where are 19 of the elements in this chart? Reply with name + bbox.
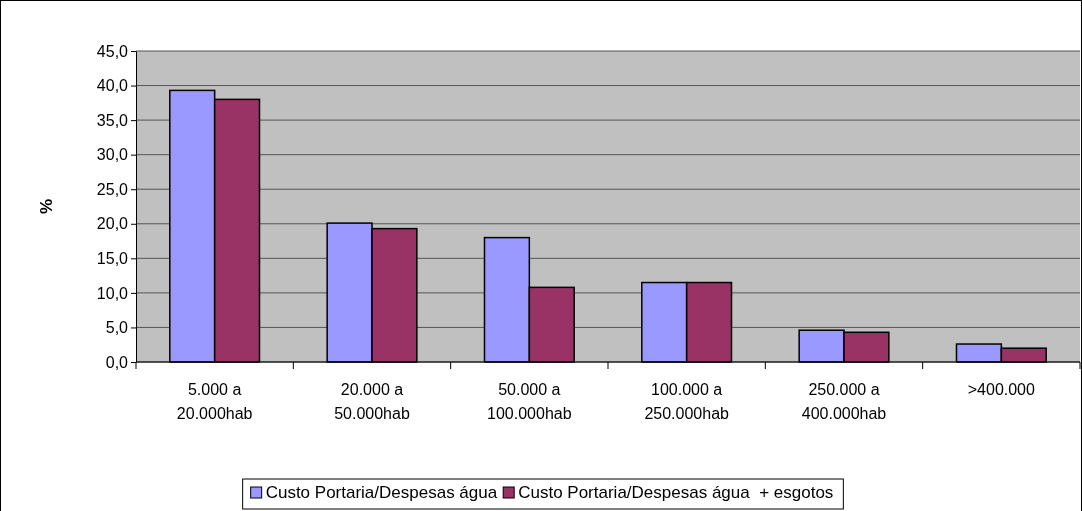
y-tick-label: 10,0 [96,284,129,302]
y-tick-label: 25,0 [96,180,129,198]
y-tick-label: 40,0 [96,77,129,95]
legend-label: Custo Portaria/Despesas água + esgotos [518,483,834,502]
x-tick-label: 50.000 a 100.000hab [487,381,572,422]
x-tick-label: 100.000 a 250.000hab [644,381,730,422]
x-tick-label: 20.000 a 50.000hab [334,381,410,422]
x-tick-label: 5.000 a 20.000hab [176,381,253,422]
y-tick-label: 30,0 [96,146,129,164]
legend-label: Custo Portaria/Despesas água [265,483,498,502]
y-tick-label: 5,0 [105,319,129,337]
y-tick-label: 0,0 [105,353,129,371]
x-tick-label: >400.000 [967,381,1036,398]
y-tick-label: 15,0 [96,249,129,267]
y-tick-label: 45,0 [96,42,129,60]
y-tick-label: 20,0 [96,215,129,233]
x-tick-label: 250.000 a 400.000hab [801,381,887,422]
y-axis-title: % [37,198,56,215]
y-tick-label: 35,0 [96,111,129,129]
